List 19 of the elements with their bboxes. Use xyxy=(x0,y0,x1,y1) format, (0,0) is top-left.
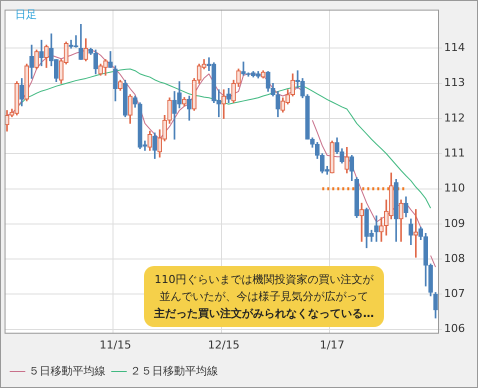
legend-label: ５日移動平均線 xyxy=(28,364,106,378)
y-tick-label: 113 xyxy=(444,76,466,90)
annotation: 110円ぐらいまでは機関投資家の買い注文が xyxy=(154,272,374,288)
x-tick-label: 12/15 xyxy=(208,338,240,352)
y-tick-label: 112 xyxy=(444,111,466,124)
y-tick-label: 108 xyxy=(444,252,466,265)
legend-label: ２５日移動平均線 xyxy=(130,364,218,378)
y-tick-label: 107 xyxy=(444,287,466,300)
annotation: 並んでいたが、今は様子見気分が広がって xyxy=(158,289,370,305)
chart-title: 日足 xyxy=(15,7,37,22)
y-tick-label: 114 xyxy=(444,41,466,54)
y-tick-label: 109 xyxy=(444,216,466,230)
annotation: 主だった買い注文がみられなくなっている… xyxy=(153,306,375,322)
callout-box: 110円ぐらいまでは機関投資家の買い注文が 並んでいたが、今は様子見気分が広がって 主だった買い注文がみられなくなっている… xyxy=(144,266,384,327)
x-tick-label: 1/17 xyxy=(320,338,344,352)
y-tick-label: 111 xyxy=(444,146,466,160)
y-tick-label: 110 xyxy=(444,182,466,195)
x-tick-label: 11/15 xyxy=(100,338,132,352)
y-tick-label: 106 xyxy=(444,322,466,336)
